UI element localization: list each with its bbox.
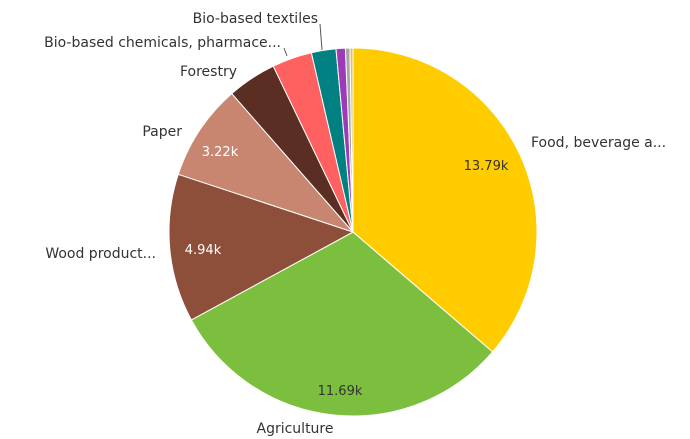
- leader-line: [319, 23, 323, 51]
- slice-value-label: 4.94k: [185, 243, 222, 258]
- pie-slice[interactable]: [168, 173, 355, 321]
- pie-slice[interactable]: [352, 47, 538, 353]
- slice-label: Food, beverage a...: [531, 135, 666, 151]
- slice-value-label: 11.69k: [318, 384, 363, 399]
- pie-slice[interactable]: [177, 92, 355, 234]
- pie-slices: [168, 47, 538, 417]
- pie-slice[interactable]: [190, 231, 494, 417]
- slice-label: Paper: [142, 124, 182, 140]
- slice-value-label: 3.22k: [202, 145, 239, 160]
- slice-label: Wood product...: [45, 246, 156, 262]
- slice-label: Bio-based textiles: [193, 11, 318, 27]
- leader-line: [283, 47, 288, 57]
- slice-label: Forestry: [180, 64, 237, 80]
- slice-label: Bio-based chemicals, pharmace...: [44, 35, 281, 51]
- slice-label: Agriculture: [257, 421, 334, 437]
- pie-slice[interactable]: [349, 47, 354, 233]
- slice-value-label: 13.79k: [464, 159, 509, 174]
